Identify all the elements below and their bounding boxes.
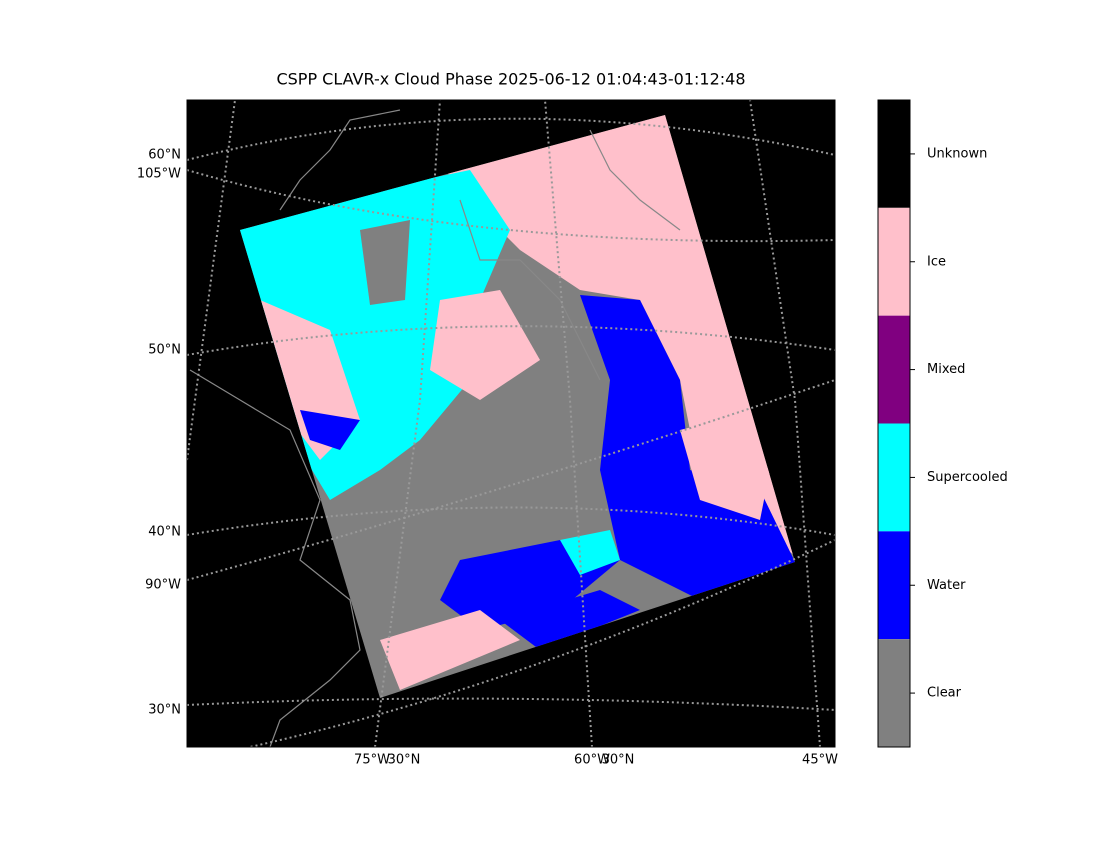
cloud-region (500, 590, 640, 650)
colorbar-label: Clear (927, 686, 962, 701)
lat-label: 60°N (148, 148, 181, 163)
colorbar-segment (878, 100, 910, 208)
lon-label: 45°W (802, 753, 838, 768)
colorbar-label: Mixed (927, 362, 965, 377)
cloud-region (300, 410, 360, 450)
cloud-region (680, 420, 770, 520)
colorbar-segment (878, 531, 910, 640)
colorbar-segment (878, 207, 910, 316)
cloud-region (560, 530, 620, 575)
lon-label: 60°W (574, 753, 610, 768)
cloud-region (430, 290, 540, 400)
colorbar-segment (878, 639, 910, 747)
colorbar-label: Unknown (927, 146, 987, 161)
lat-label: 30°N (148, 703, 181, 718)
colorbar-label: Supercooled (927, 470, 1008, 485)
lon-label: 75°W (354, 753, 390, 768)
colorbar-label: Water (927, 578, 966, 593)
lat-label: 30°N (388, 753, 421, 768)
lat-label: 30°N (602, 753, 635, 768)
lon-label: 105°W (137, 167, 181, 182)
colorbar-segment (878, 423, 910, 532)
lat-label: 50°N (148, 343, 181, 358)
colorbar-segment (878, 315, 910, 424)
colorbar: Unknown Ice Mixed Supercooled Water Clear (877, 99, 1008, 748)
map-frame (186, 99, 836, 748)
title: CSPP CLAVR-x Cloud Phase 2025-06-12 01:0… (276, 70, 745, 89)
map (187, 100, 835, 747)
cloud-region (380, 610, 520, 690)
colorbar-frame (877, 99, 911, 748)
lat-label: 40°N (148, 525, 181, 540)
cloud-region (360, 220, 410, 305)
colorbar-label: Ice (927, 254, 946, 269)
map-labels: 60°N 105°W 50°N 40°N 90°W 30°N 75°W 30°N… (137, 148, 838, 768)
lon-label: 90°W (145, 578, 181, 593)
